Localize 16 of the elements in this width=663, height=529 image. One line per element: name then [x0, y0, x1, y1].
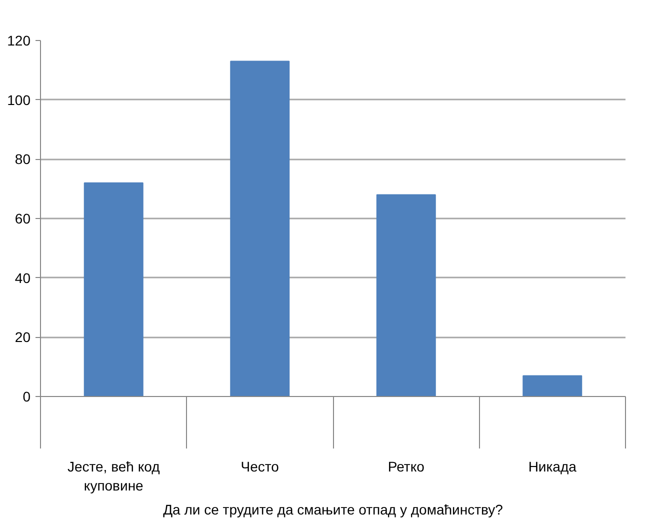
y-tick-label: 40: [14, 270, 31, 286]
bar: [376, 194, 436, 396]
x-tick-label: Никада: [528, 458, 577, 474]
y-tick-label: 120: [7, 32, 31, 48]
y-tick-label: 80: [14, 151, 31, 168]
x-tick-label: Јесте, већ код куповине: [67, 458, 160, 494]
x-axis-title: Да ли се трудите да смањите отпад у домаћинству?: [163, 502, 504, 518]
y-tick-label: 60: [14, 210, 31, 226]
y-tick-label: 100: [7, 92, 31, 108]
bar: [522, 375, 582, 396]
y-tick-label: 0: [22, 388, 31, 404]
x-tick-label: Ретко: [388, 458, 425, 474]
y-tick-label: 20: [14, 329, 31, 346]
bar: [230, 60, 290, 396]
x-tick-label: Често: [240, 458, 280, 474]
bar: [84, 182, 144, 396]
